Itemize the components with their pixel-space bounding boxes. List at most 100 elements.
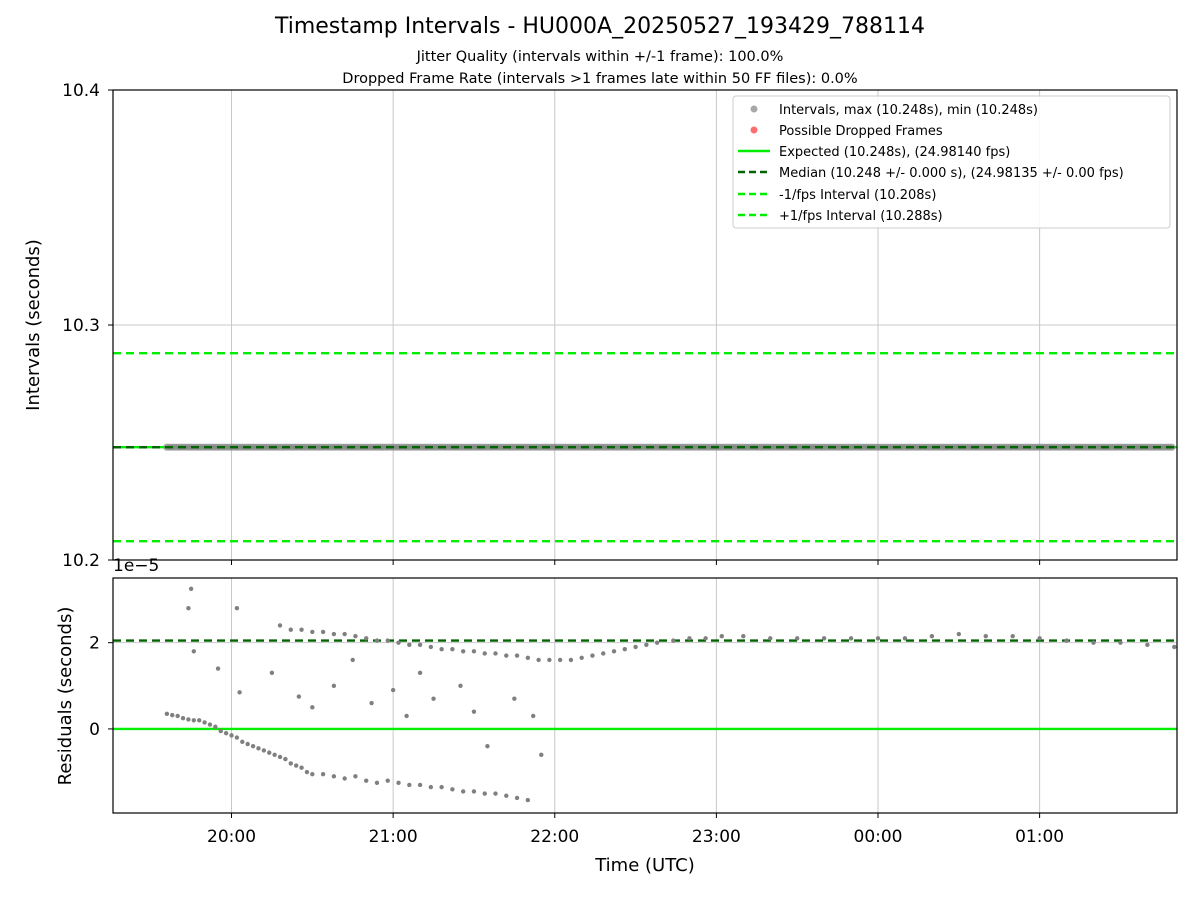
residual-point bbox=[215, 666, 221, 671]
residual-point bbox=[821, 636, 827, 641]
residual-point bbox=[396, 640, 401, 645]
residual-point bbox=[207, 722, 213, 727]
residual-point bbox=[458, 683, 463, 688]
residual-point bbox=[703, 636, 708, 641]
residual-point bbox=[364, 636, 369, 641]
top-y-ticks: 10.2 10.3 10.4 bbox=[62, 81, 113, 571]
residual-point bbox=[450, 646, 455, 652]
residual-point bbox=[310, 629, 315, 635]
y-offset-label: 1e−5 bbox=[113, 556, 159, 576]
residual-point bbox=[428, 784, 434, 790]
bottom-reference-lines bbox=[113, 639, 1177, 731]
legend-label-plus: +1/fps Interval (10.288s) bbox=[779, 209, 943, 224]
residual-point bbox=[296, 694, 302, 699]
bottom-plot-frame bbox=[112, 577, 1178, 814]
residual-point bbox=[719, 634, 724, 639]
residual-point bbox=[331, 683, 337, 688]
residual-point bbox=[512, 696, 517, 701]
residual-point bbox=[304, 769, 310, 775]
residual-point bbox=[611, 649, 617, 654]
residual-point bbox=[202, 720, 207, 725]
residual-point bbox=[768, 636, 773, 641]
residual-point bbox=[385, 778, 390, 783]
residual-point bbox=[417, 782, 423, 788]
residual-point bbox=[277, 623, 283, 628]
x-tick-label: 20:00 bbox=[207, 827, 256, 847]
residual-point bbox=[374, 638, 380, 643]
residual-point bbox=[234, 605, 240, 611]
top-y-axis-label: Intervals (seconds) bbox=[23, 239, 44, 411]
residual-point bbox=[320, 629, 326, 635]
chart-subtitle-jitter: Jitter Quality (intervals within +/-1 fr… bbox=[416, 49, 784, 65]
residual-point bbox=[407, 642, 412, 648]
residual-point bbox=[471, 709, 477, 714]
residual-point bbox=[417, 642, 423, 648]
residual-point bbox=[644, 642, 649, 648]
residual-point bbox=[493, 651, 498, 656]
residual-point bbox=[288, 761, 293, 766]
residual-point bbox=[601, 651, 606, 656]
residual-point bbox=[439, 646, 444, 652]
residual-point bbox=[299, 627, 304, 632]
bottom-y-tick-label: 2 bbox=[89, 634, 100, 654]
residual-point bbox=[180, 715, 186, 721]
residual-point bbox=[240, 739, 245, 745]
residual-point bbox=[164, 711, 170, 717]
top-interval-points bbox=[113, 443, 1177, 451]
residual-point bbox=[741, 634, 746, 639]
residual-point bbox=[794, 636, 800, 641]
residual-point bbox=[482, 791, 487, 796]
residual-point bbox=[929, 634, 935, 639]
residual-point bbox=[590, 653, 595, 658]
residual-point bbox=[671, 638, 676, 643]
residual-point bbox=[293, 763, 299, 768]
residual-point bbox=[1091, 640, 1096, 645]
residual-point bbox=[186, 717, 191, 722]
residual-point bbox=[536, 657, 541, 663]
residual-point bbox=[396, 780, 401, 786]
residual-point bbox=[404, 713, 409, 719]
residual-point bbox=[902, 636, 908, 641]
residual-point bbox=[277, 754, 283, 760]
residual-point bbox=[654, 640, 660, 645]
x-tick-label: 01:00 bbox=[1015, 827, 1064, 847]
residual-point bbox=[385, 638, 390, 643]
chart-subtitle-dropped: Dropped Frame Rate (intervals >1 frames … bbox=[342, 71, 858, 87]
chart-title: Timestamp Intervals - HU000A_20250527_19… bbox=[274, 14, 926, 39]
top-y-tick-label: 10.2 bbox=[62, 551, 100, 571]
residual-point bbox=[525, 655, 531, 660]
residual-point bbox=[633, 644, 638, 650]
residual-point bbox=[1037, 636, 1042, 641]
residual-point bbox=[191, 649, 197, 654]
residual-point bbox=[175, 713, 180, 719]
legend-marker-intervals bbox=[750, 105, 758, 113]
residual-point bbox=[450, 787, 455, 792]
residual-point bbox=[256, 746, 261, 751]
residual-point bbox=[342, 776, 347, 781]
top-y-tick-label: 10.3 bbox=[62, 316, 100, 336]
residual-point bbox=[687, 636, 692, 641]
residual-point bbox=[331, 774, 337, 779]
residual-point bbox=[493, 791, 498, 796]
residual-point bbox=[622, 646, 627, 652]
residual-point bbox=[299, 765, 304, 770]
residual-point bbox=[272, 752, 277, 757]
residual-point bbox=[1145, 642, 1150, 648]
x-tick-label: 21:00 bbox=[369, 827, 418, 847]
residual-point bbox=[956, 631, 962, 637]
residual-point bbox=[353, 774, 358, 779]
residual-point bbox=[320, 771, 326, 777]
residual-point bbox=[310, 771, 315, 777]
x-tick-label: 22:00 bbox=[530, 827, 579, 847]
residual-point bbox=[1172, 644, 1177, 650]
residual-point bbox=[539, 752, 544, 757]
residual-point bbox=[525, 797, 531, 803]
x-tick-label: 00:00 bbox=[854, 827, 903, 847]
legend: Intervals, max (10.248s), min (10.248s) … bbox=[732, 95, 1171, 229]
residual-point bbox=[350, 657, 355, 663]
residual-point bbox=[428, 644, 434, 650]
residual-point bbox=[1118, 640, 1123, 645]
bottom-y-ticks: 02 bbox=[89, 634, 113, 740]
legend-label-median: Median (10.248 +/- 0.000 s), (24.98135 +… bbox=[779, 166, 1124, 181]
